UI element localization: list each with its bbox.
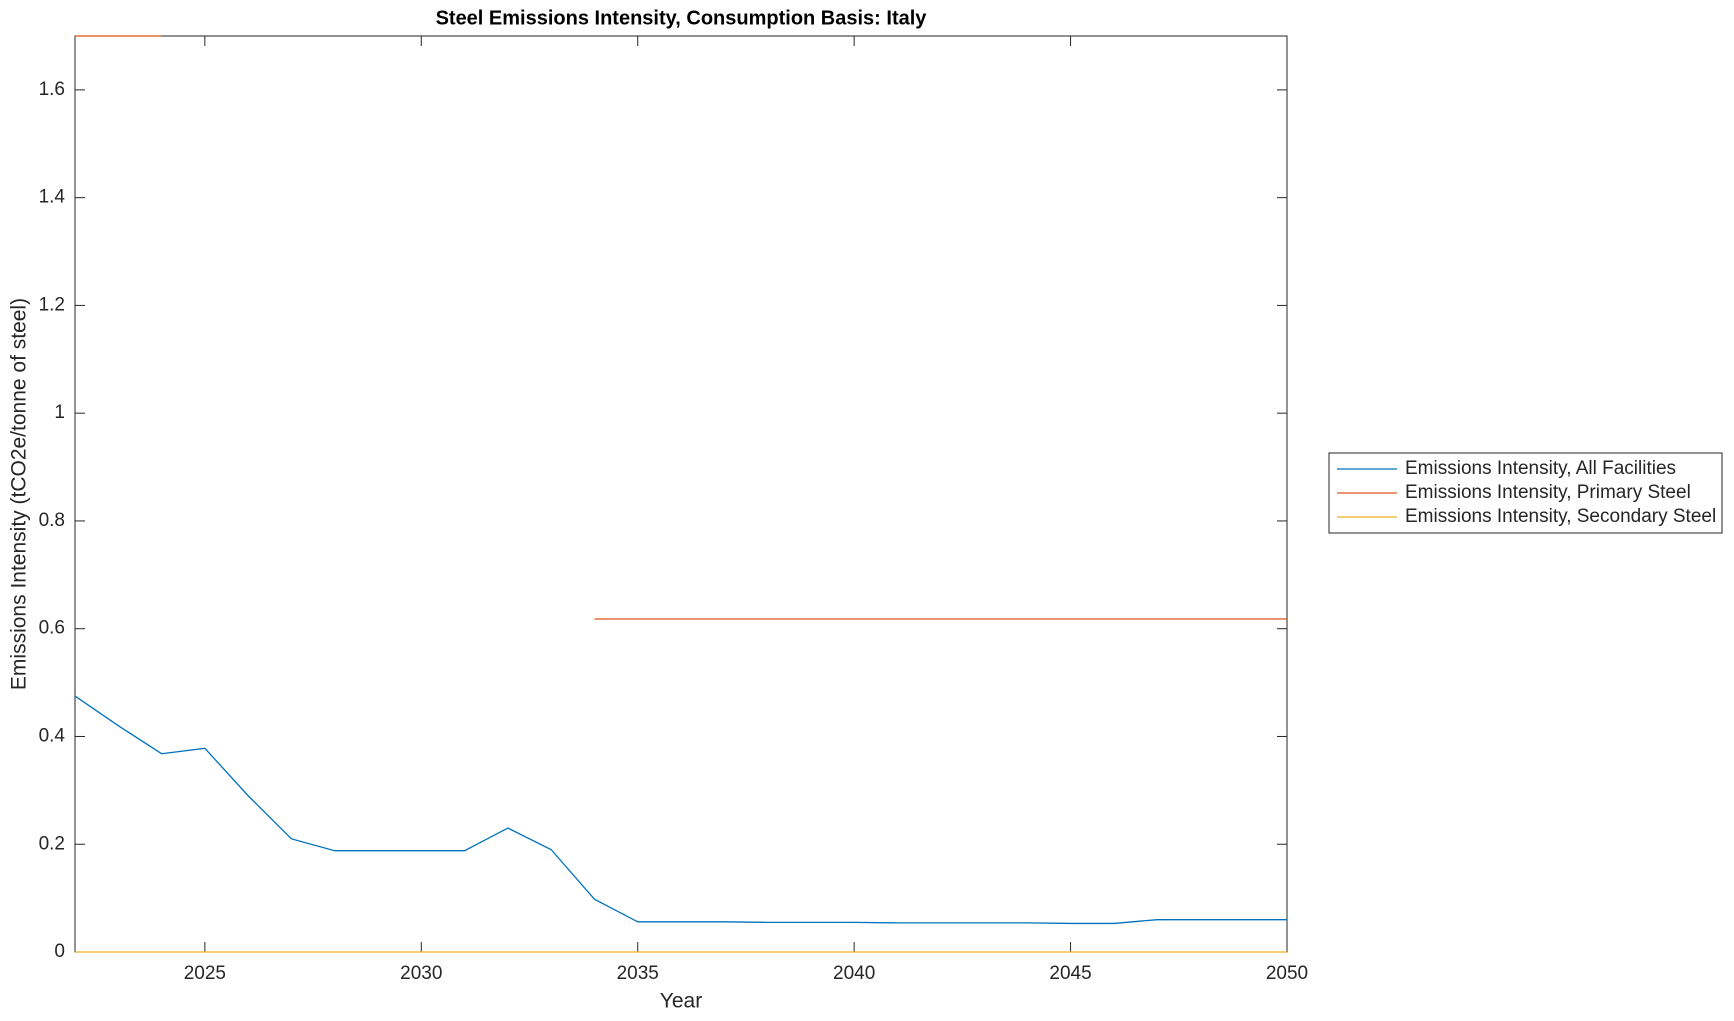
y-axis-label: Emissions Intensity (tCO2e/tonne of stee… [8, 298, 31, 690]
y-tick-label: 0 [54, 941, 65, 962]
y-tick-label: 0.6 [39, 618, 65, 639]
x-tick-label: 2040 [833, 963, 875, 984]
x-tick-label: 2045 [1049, 963, 1091, 984]
chart-title: Steel Emissions Intensity, Consumption B… [436, 7, 928, 29]
x-axis-label: Year [660, 990, 702, 1013]
series-line [75, 35, 1287, 620]
legend-label: Emissions Intensity, Primary Steel [1405, 482, 1691, 503]
plot-area [74, 35, 1288, 953]
y-tick-label: 0.4 [39, 725, 66, 746]
legend-label: Emissions Intensity, Secondary Steel [1405, 506, 1716, 527]
y-tick-label: 1.6 [39, 79, 65, 100]
y-tick-label: 1.2 [39, 294, 65, 315]
series-line [74, 695, 1287, 925]
y-tick-label: 1 [54, 402, 65, 423]
x-tick-label: 2050 [1266, 963, 1308, 984]
x-tick-label: 2035 [617, 963, 659, 984]
y-tick-label: 1.4 [39, 187, 66, 208]
y-tick-label: 0.2 [39, 833, 65, 854]
y-tick-label: 0.8 [39, 510, 65, 531]
legend-label: Emissions Intensity, All Facilities [1405, 458, 1676, 479]
x-tick-label: 2030 [400, 963, 442, 984]
x-tick-label: 2025 [184, 963, 226, 984]
